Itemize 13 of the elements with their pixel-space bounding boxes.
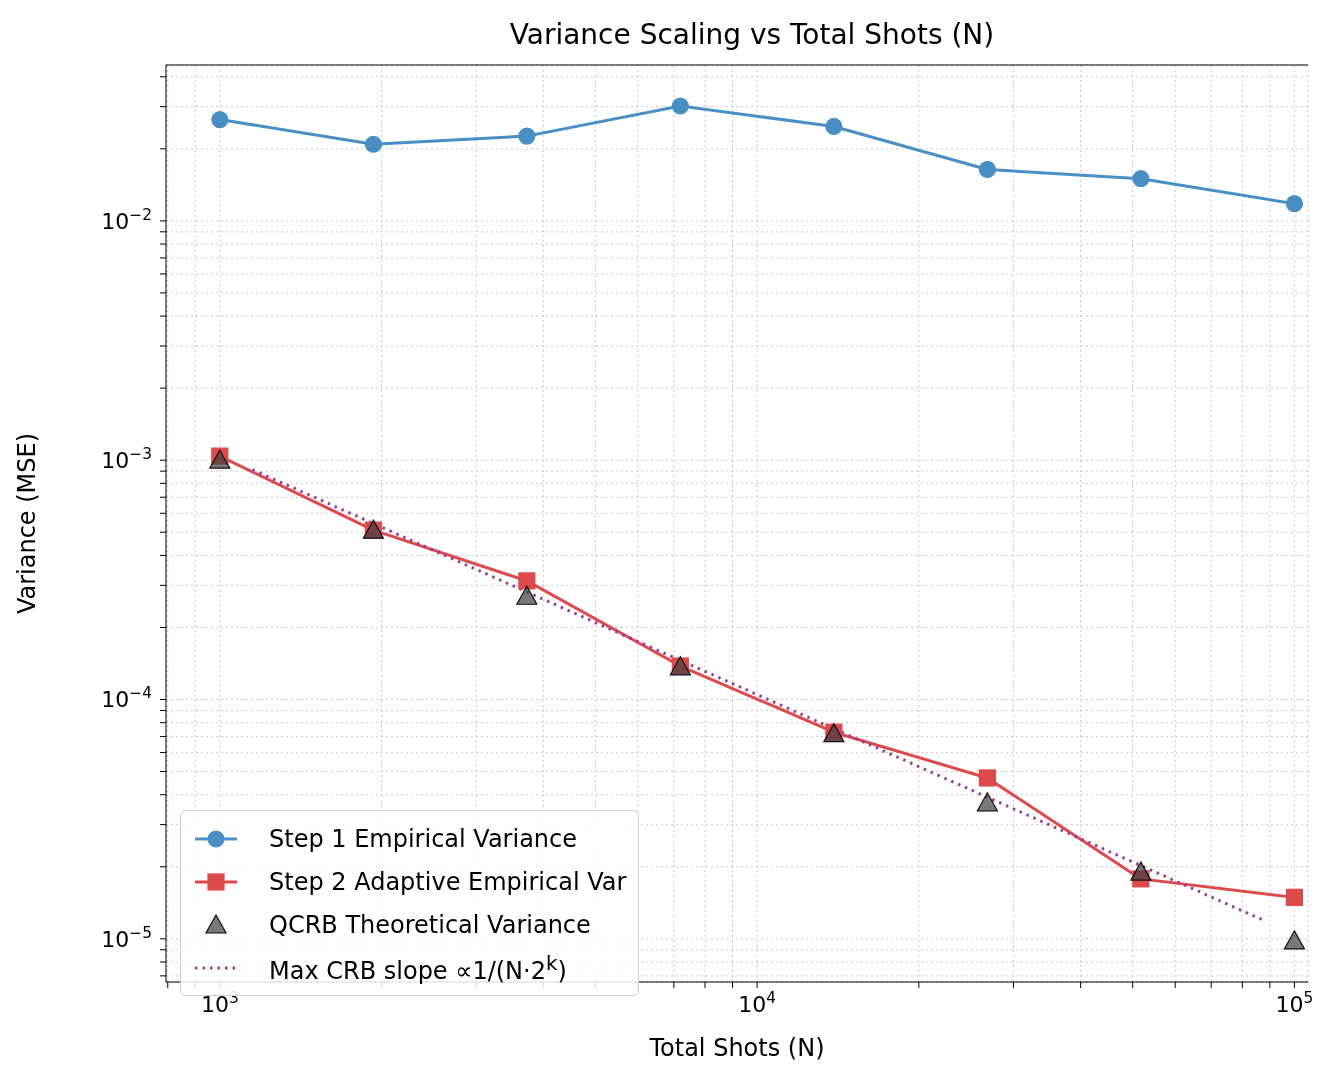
y-axis-title: Variance (MSE): [12, 432, 41, 615]
y-tick-label: 10$^{−4}$: [101, 684, 152, 713]
x-axis-title: Total Shots (N): [648, 1034, 825, 1062]
y-tick-label: 10$^{−2}$: [101, 205, 152, 234]
x-tick-label: 10$^{5}$: [1275, 989, 1314, 1017]
legend-label: Step 1 Empirical Variance: [269, 824, 578, 853]
x-tick-label: 10$^{4}$: [738, 989, 777, 1017]
y-tick-label: 10$^{−3}$: [101, 445, 152, 474]
legend-label: QCRB Theoretical Variance: [269, 910, 591, 939]
legend-label: Step 2 Adaptive Empirical Var: [269, 867, 627, 896]
chart-title: Variance Scaling vs Total Shots (N): [509, 18, 995, 51]
y-tick-label: 10$^{−5}$: [101, 923, 152, 952]
legend-label: Max CRB slope ∝1/(N·2$^{k}$): [269, 950, 567, 985]
